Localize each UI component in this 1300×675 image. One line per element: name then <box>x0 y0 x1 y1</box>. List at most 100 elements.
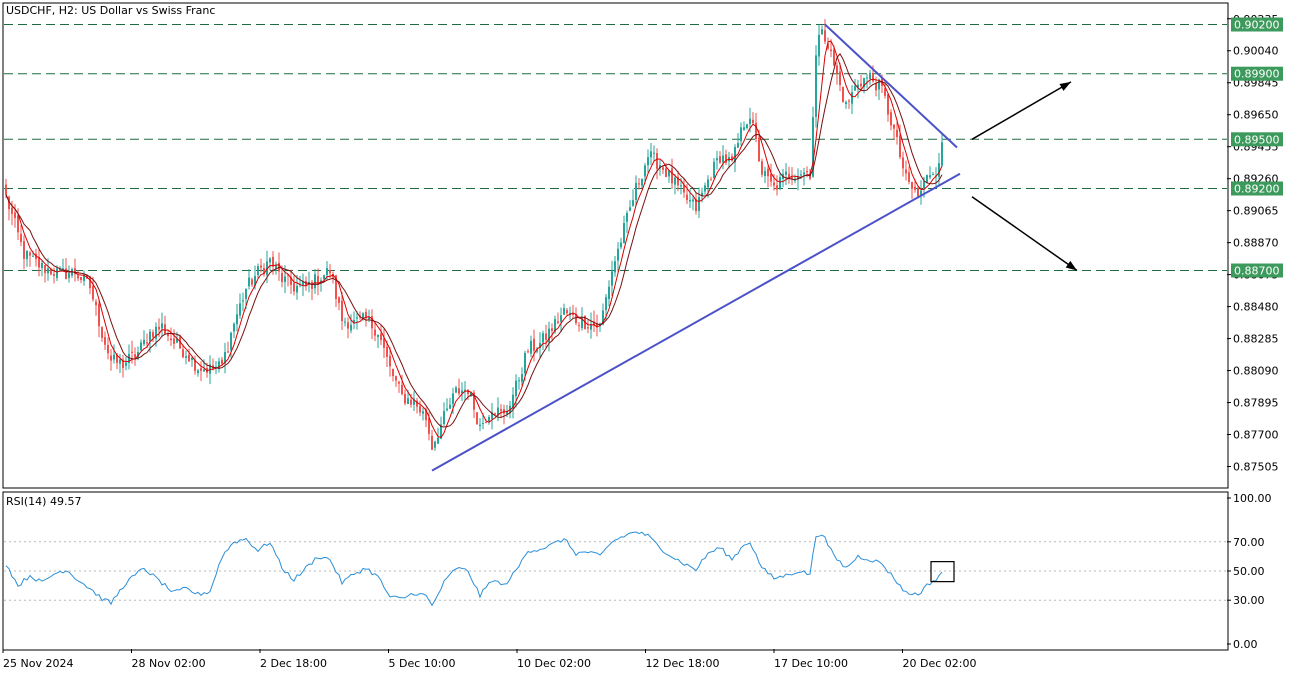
candle <box>236 304 238 332</box>
candle <box>440 416 442 440</box>
candle <box>527 348 529 354</box>
candle <box>401 375 403 396</box>
level-tag-label-0: 0.90200 <box>1234 19 1280 32</box>
candle <box>500 404 502 419</box>
candle <box>449 397 451 410</box>
candle <box>536 346 538 354</box>
candle <box>251 277 253 288</box>
candle <box>311 280 313 301</box>
trendline-1[interactable] <box>824 23 958 149</box>
price-tick-label: 0.89650 <box>1233 109 1279 122</box>
candle <box>188 348 190 362</box>
candle <box>344 317 346 327</box>
time-tick-label: 20 Dec 02:00 <box>903 657 977 670</box>
candle <box>200 361 202 382</box>
ma-fast-line <box>5 40 943 439</box>
candle <box>545 324 547 348</box>
candle <box>11 200 13 226</box>
candle <box>686 183 688 205</box>
candle <box>44 264 46 283</box>
candle <box>41 260 43 277</box>
candle <box>713 158 715 179</box>
candle <box>404 389 406 406</box>
rsi-tick-label: 30.00 <box>1233 594 1265 607</box>
candle <box>233 322 235 338</box>
candle <box>860 74 862 90</box>
candle <box>902 151 904 177</box>
candle <box>239 293 241 319</box>
candle <box>434 440 436 451</box>
candle <box>104 331 106 350</box>
candle <box>566 308 568 316</box>
candle <box>74 258 76 282</box>
price-tick-label: 0.88285 <box>1233 333 1279 346</box>
candle <box>353 311 355 330</box>
rsi-title: RSI(14) 49.57 <box>6 495 82 508</box>
candle <box>677 170 679 192</box>
candle <box>164 315 166 336</box>
candle <box>461 382 463 402</box>
candle <box>941 133 943 168</box>
candle <box>257 263 259 279</box>
price-tick-label: 0.88870 <box>1233 237 1279 250</box>
candle <box>140 339 142 352</box>
candle <box>848 99 850 109</box>
rsi-highlight-box <box>930 561 955 583</box>
candle <box>896 121 898 145</box>
candle <box>662 165 664 175</box>
level-tag-label-4: 0.88700 <box>1234 265 1280 278</box>
candle <box>737 133 739 148</box>
trendlines[interactable] <box>431 23 961 472</box>
candle <box>119 354 121 373</box>
candle <box>833 45 835 66</box>
candle <box>548 321 550 352</box>
candle <box>695 192 697 215</box>
candle <box>494 412 496 415</box>
candle <box>719 151 721 165</box>
candle <box>110 349 112 371</box>
trendline-0[interactable] <box>431 172 961 472</box>
candle <box>65 257 67 280</box>
candle <box>446 398 448 412</box>
candle <box>623 215 625 244</box>
candle <box>26 250 28 267</box>
candle <box>746 123 748 130</box>
candle <box>62 258 64 271</box>
price-tick-label: 0.88480 <box>1233 301 1279 314</box>
candle <box>731 153 733 162</box>
candle <box>296 274 298 300</box>
candle <box>842 86 844 103</box>
candle <box>707 175 709 198</box>
candle <box>278 252 280 281</box>
time-tick-label: 17 Dec 10:00 <box>774 657 848 670</box>
price-tick-label: 0.90040 <box>1233 45 1279 58</box>
candle <box>308 271 310 293</box>
candle <box>587 319 589 334</box>
candle <box>908 166 910 185</box>
level-tag-label-1: 0.89900 <box>1234 68 1280 81</box>
candle <box>107 337 109 360</box>
candle <box>836 62 838 85</box>
candle <box>122 354 124 378</box>
candle <box>512 387 514 419</box>
ma-slow-line <box>5 53 943 428</box>
candle <box>926 174 928 184</box>
candle <box>263 263 265 277</box>
candle <box>143 330 145 347</box>
candle <box>242 292 244 312</box>
candle <box>740 122 742 146</box>
rsi-tick-label: 70.00 <box>1233 536 1265 549</box>
candle <box>89 275 91 295</box>
time-tick-label: 5 Dec 10:00 <box>389 657 456 670</box>
candle <box>920 180 922 205</box>
level-tags: 0.90200 0.89900 0.89500 0.89200 0.88700 <box>1231 17 1283 278</box>
candle <box>269 257 271 271</box>
candle <box>752 112 754 124</box>
candle <box>839 62 841 92</box>
candle <box>173 329 175 350</box>
candle <box>884 82 886 99</box>
candle <box>203 359 205 373</box>
candle <box>182 344 184 359</box>
candle <box>101 326 103 342</box>
